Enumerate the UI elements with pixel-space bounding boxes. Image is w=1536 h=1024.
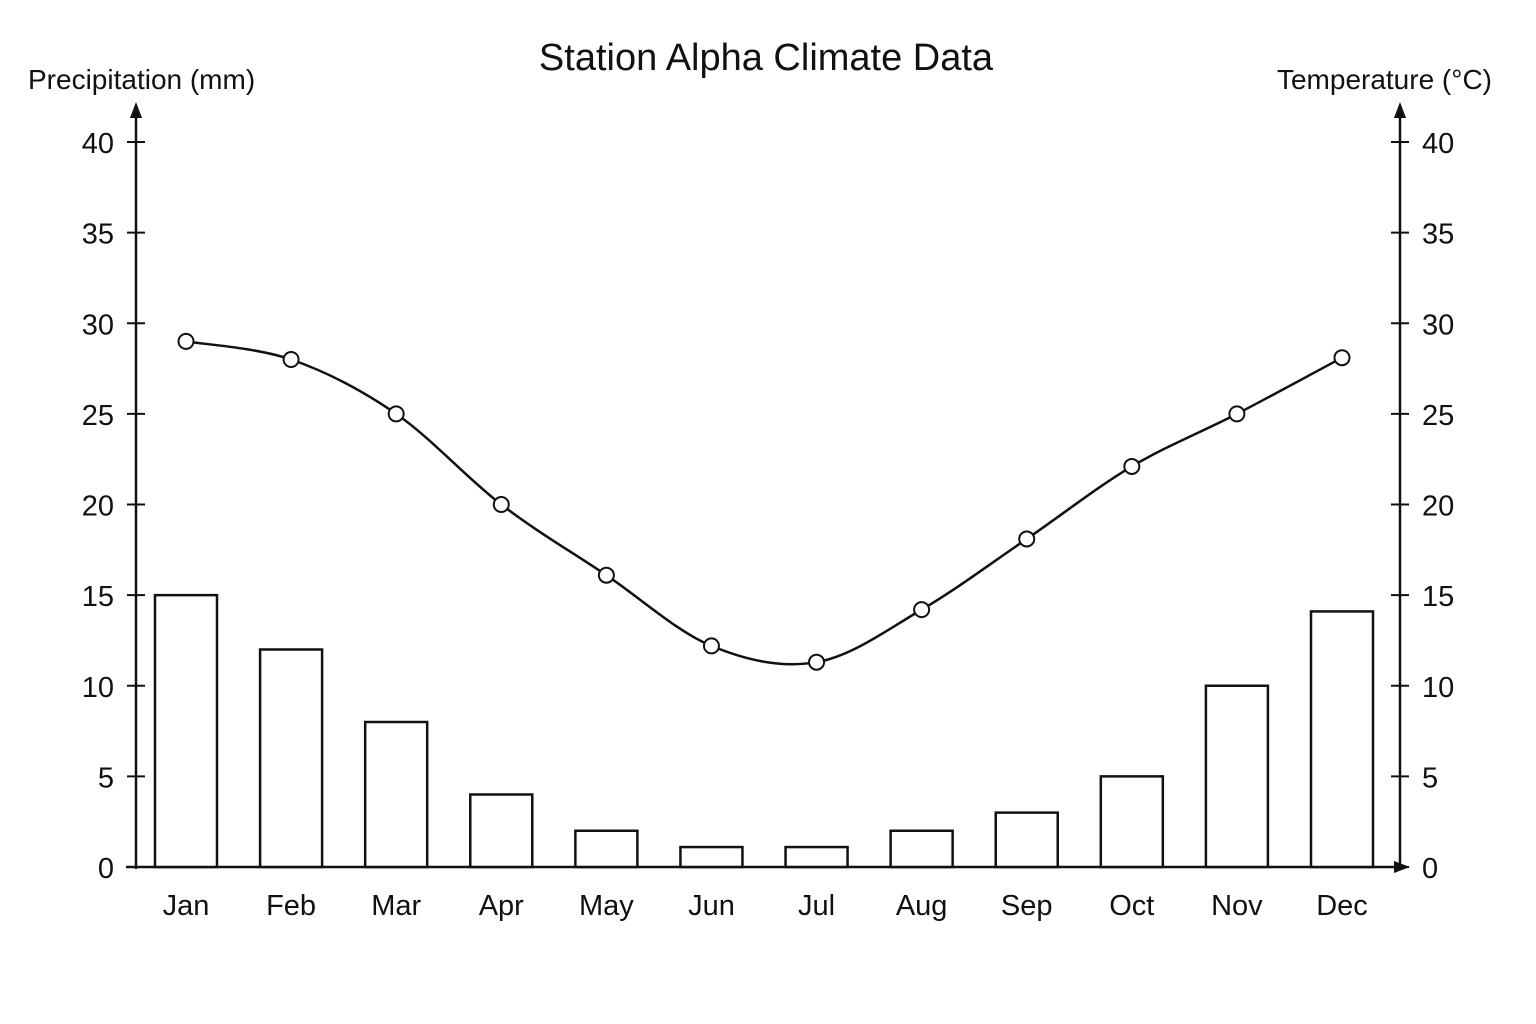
precipitation-bar: [994, 811, 1059, 869]
precipitation-bar: [784, 845, 849, 869]
temperature-point: [387, 405, 405, 423]
x-tick-label: Apr: [479, 890, 524, 922]
left-tick-label: 0: [98, 853, 114, 885]
left-tick-label: 35: [82, 219, 114, 251]
left-tick-label: 10: [82, 672, 114, 704]
precipitation-bar: [258, 648, 324, 869]
temperature-point: [177, 332, 195, 350]
right-axis-title: Temperature (°C): [1277, 64, 1492, 95]
right-tick-label: 15: [1422, 581, 1454, 613]
precipitation-bar: [363, 720, 429, 869]
x-tick-label: Aug: [896, 890, 948, 922]
x-tick-label: Jul: [798, 890, 835, 922]
temperature-point: [1228, 405, 1246, 423]
x-tick-label: Sep: [1001, 890, 1053, 922]
right-tick-label: 30: [1422, 309, 1454, 341]
temperature-point: [808, 653, 826, 671]
x-tick-label: Mar: [371, 890, 421, 922]
right-tick-label: 35: [1422, 219, 1454, 251]
left-tick-label: 5: [98, 762, 114, 794]
x-tick-label: Nov: [1211, 890, 1263, 922]
temperature-point: [1333, 349, 1351, 367]
x-tick-label: Feb: [266, 890, 316, 922]
temperature-point: [282, 351, 300, 368]
temperature-point: [492, 496, 510, 513]
precipitation-bar: [679, 845, 744, 869]
precipitation-bar: [469, 793, 534, 869]
precipitation-bar: [1099, 775, 1165, 869]
chart-title: Station Alpha Climate Data: [539, 37, 994, 79]
right-tick-label: 5: [1422, 762, 1438, 794]
left-axis-title: Precipitation (mm): [28, 64, 255, 95]
left-tick-label: 40: [82, 128, 114, 160]
right-tick-label: 25: [1422, 400, 1454, 432]
left-tick-label: 20: [82, 491, 114, 523]
axis-labels: 0 5 10 15 20 25 30 35 40 0 5 10 15 20 25 30 35 40 Jan Feb Ma…: [82, 128, 1455, 922]
precipitation-bar: [1204, 684, 1270, 869]
x-tick-label: Dec: [1316, 890, 1368, 922]
temperature-point: [597, 566, 615, 584]
temperature-point: [1123, 457, 1141, 475]
temperature-line: [177, 332, 1351, 671]
x-tick-label: Jan: [163, 890, 210, 922]
left-tick-label: 15: [82, 581, 114, 613]
temperature-point: [702, 637, 720, 655]
precipitation-bars: [153, 593, 1375, 869]
temperature-point: [913, 601, 931, 619]
right-y-axis-arrow: [1394, 102, 1406, 118]
left-y-axis-arrow: [130, 102, 142, 118]
precipitation-bar: [153, 593, 219, 869]
temperature-line-path: [185, 340, 1343, 666]
left-tick-label: 25: [82, 400, 114, 432]
right-tick-label: 20: [1422, 491, 1454, 523]
precipitation-bar: [889, 829, 954, 869]
x-tick-label: Oct: [1109, 890, 1154, 922]
x-tick-label: May: [579, 890, 634, 922]
x-tick-label: Jun: [688, 890, 735, 922]
right-tick-label: 40: [1422, 128, 1454, 160]
right-tick-label: 10: [1422, 672, 1454, 704]
right-tick-label: 0: [1422, 853, 1438, 885]
axes: [126, 102, 1410, 873]
left-tick-label: 30: [82, 309, 114, 341]
temperature-point: [1018, 530, 1036, 548]
precipitation-bar: [1309, 610, 1375, 869]
precipitation-bar: [574, 829, 639, 869]
